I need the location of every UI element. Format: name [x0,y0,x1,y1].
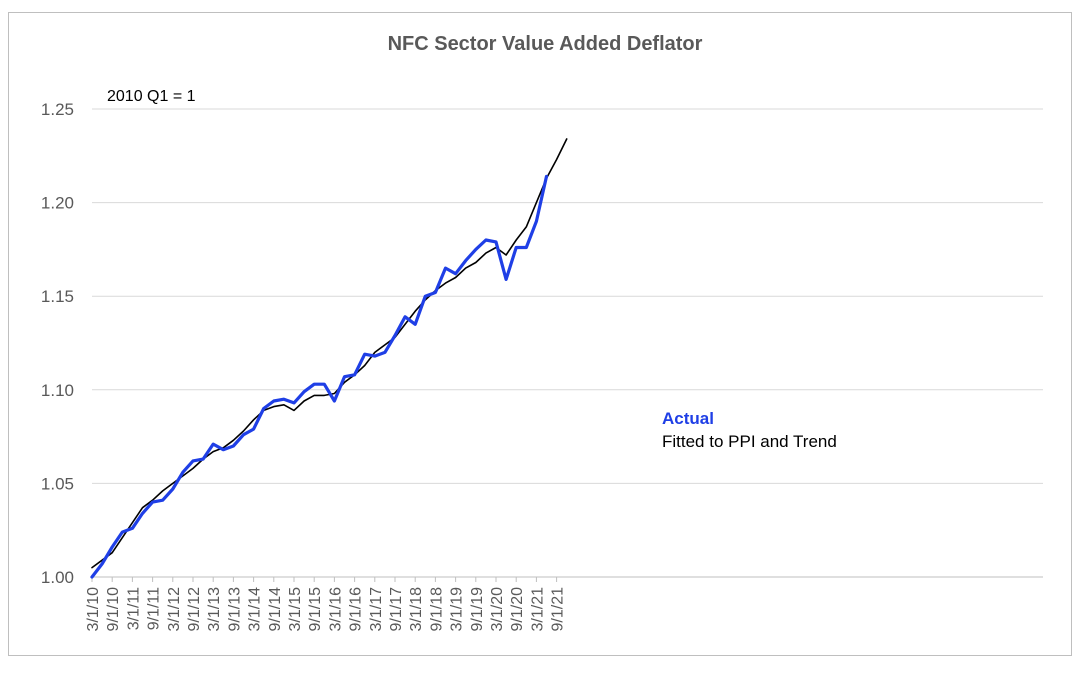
x-tick-label: 3/1/11 [125,587,142,630]
x-tick-label: 9/1/19 [469,587,486,632]
x-axis: 3/1/10 9/1/10 3/1/11 9/1/11 3/1/12 9/1/12 3/1/… [85,576,1043,632]
x-tick-label: 3/1/20 [489,587,506,632]
chart-frame [8,12,1072,656]
x-tick-label: 3/1/10 [85,587,102,632]
series-layer [90,138,568,579]
x-tick-label: 9/1/18 [428,587,445,632]
x-tick-label: 3/1/17 [368,587,385,632]
legend: Actual Fitted to PPI and Trend [662,409,837,451]
x-tick-label: 3/1/15 [287,587,304,632]
x-tick-label: 3/1/16 [327,587,344,632]
x-tick-label: 9/1/11 [146,587,163,630]
legend-actual: Actual [662,409,714,428]
x-tick-label: 3/1/21 [529,587,546,632]
chart-annotation: 2010 Q1 = 1 [107,88,196,105]
x-tick-label: 9/1/20 [509,587,526,632]
x-tick-label: 3/1/18 [408,587,425,632]
x-tick-label: 3/1/14 [247,587,264,632]
legend-fitted: Fitted to PPI and Trend [662,432,837,451]
y-tick-label: 1.15 [41,287,74,306]
x-tick-label: 9/1/10 [105,587,122,632]
y-axis-ticks: 1.00 1.05 1.10 1.15 1.20 1.25 [41,100,74,587]
gridlines [92,108,1043,484]
y-tick-label: 1.05 [41,474,74,493]
y-tick-label: 1.00 [41,568,74,587]
x-tick-label: 3/1/19 [449,587,466,632]
series-fitted-line [91,138,568,569]
series-actual-line [90,174,549,579]
x-tick-label: 9/1/12 [186,587,203,632]
y-tick-label: 1.20 [41,194,74,213]
x-tick-label: 9/1/16 [348,587,365,632]
x-tick-label: 9/1/14 [267,587,284,632]
chart-title: NFC Sector Value Added Deflator [388,33,703,55]
x-tick-label: 9/1/15 [307,587,324,632]
x-tick-label: 9/1/13 [226,587,243,632]
x-tick-label: 9/1/21 [550,587,567,632]
x-tick-label: 3/1/13 [206,587,223,632]
x-tick-label: 3/1/12 [166,587,183,632]
x-tick-label: 9/1/17 [388,587,405,632]
y-tick-label: 1.10 [41,381,74,400]
y-tick-label: 1.25 [41,100,74,119]
